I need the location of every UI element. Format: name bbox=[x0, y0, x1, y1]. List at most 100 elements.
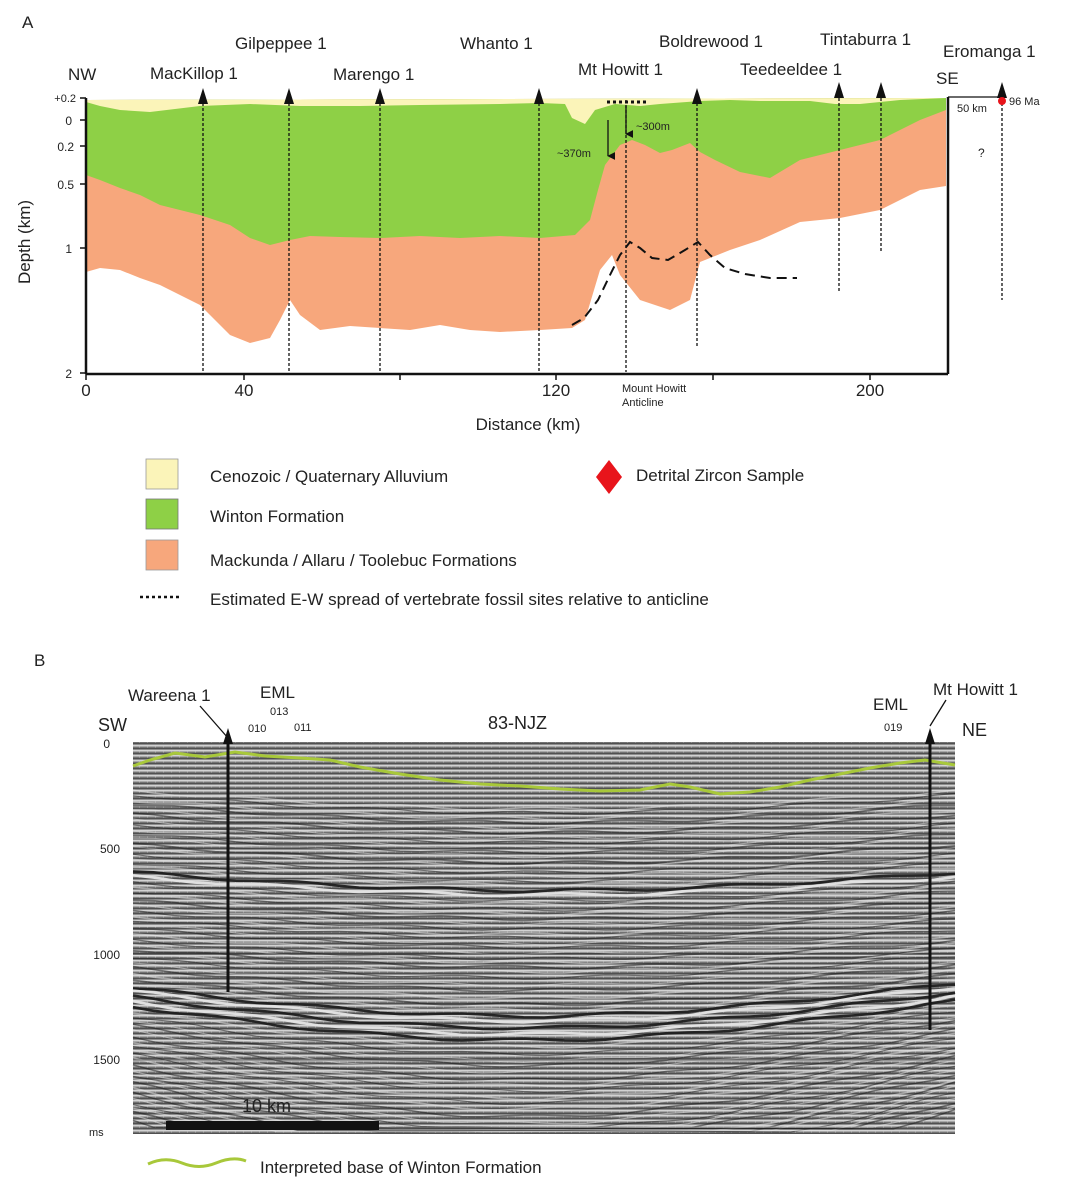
seismic-reflector-trace bbox=[132, 950, 956, 974]
seismic-reflector-trace bbox=[132, 972, 956, 1007]
seismic-reflector-trace bbox=[132, 1059, 956, 1125]
seismic-reflector-trace bbox=[132, 913, 956, 937]
y-tick-a-05: 0.5 bbox=[57, 178, 74, 192]
seismic-reflector-trace bbox=[132, 874, 956, 898]
panel-a-label: A bbox=[22, 13, 34, 32]
eml-label-right: EML bbox=[873, 695, 908, 714]
panel-b-label: B bbox=[34, 651, 45, 670]
seismic-reflector-trace bbox=[132, 1044, 956, 1101]
well-arrow-teedeeldee bbox=[834, 82, 844, 98]
legend-label-winton: Winton Formation bbox=[210, 507, 344, 526]
well-arrow-mackillop bbox=[198, 88, 208, 104]
seismic-reflector-trace bbox=[132, 890, 956, 912]
seismic-reflector-trace bbox=[132, 862, 956, 884]
seismic-reflector-trace bbox=[132, 1081, 956, 1133]
seismic-reflector-trace bbox=[132, 968, 956, 1000]
seismic-reflector-trace bbox=[132, 1019, 956, 1068]
seismic-reflector-trace bbox=[132, 947, 956, 970]
sw-label: SW bbox=[98, 715, 127, 735]
x-axis-label-a: Distance (km) bbox=[476, 415, 581, 434]
seismic-reflector-trace bbox=[132, 1106, 956, 1129]
seismic-reflector-trace bbox=[132, 812, 956, 835]
legend-sample-diamond bbox=[596, 460, 622, 494]
y-tick-b-1500: 1500 bbox=[93, 1053, 120, 1067]
seismic-line-name: 83-NJZ bbox=[488, 713, 547, 733]
well-label-mt-howitt-b: Mt Howitt 1 bbox=[933, 680, 1018, 699]
eml-label-left: EML bbox=[260, 683, 295, 702]
seismic-reflector-trace bbox=[132, 1047, 956, 1105]
seismic-reflector-trace bbox=[132, 1102, 956, 1130]
well-label-gilpeppee: Gilpeppee 1 bbox=[235, 34, 327, 53]
seismic-reflector-trace bbox=[132, 998, 956, 1043]
scale-bar-b-label: 10 km bbox=[242, 1096, 291, 1116]
seismic-gridlines bbox=[133, 847, 955, 1061]
se-label: SE bbox=[936, 69, 959, 88]
x-tick-a-0: 0 bbox=[81, 381, 90, 400]
seismic-reflectors bbox=[132, 789, 956, 1133]
seismic-reflector-trace bbox=[132, 880, 956, 903]
seismic-reflector-trace bbox=[132, 903, 956, 926]
seismic-reflector-trace bbox=[132, 883, 956, 907]
seismic-reflector-trace bbox=[132, 818, 956, 840]
x-ticks-a bbox=[85, 374, 871, 380]
seismic-reflector-trace bbox=[132, 991, 956, 1031]
well-b-left-leader bbox=[199, 705, 229, 739]
seismic-reflector-trace bbox=[132, 804, 955, 826]
seismic-reflector-trace bbox=[132, 842, 956, 865]
seismic-reflector-trace bbox=[132, 938, 956, 961]
depth-label-370: ~370m bbox=[557, 148, 591, 160]
x-tick-a-40: 40 bbox=[235, 381, 254, 400]
seismic-reflector-trace bbox=[133, 866, 956, 888]
well-arrow-whanto bbox=[534, 88, 544, 104]
seismic-reflector-trace bbox=[132, 1032, 956, 1088]
nw-label: NW bbox=[68, 65, 96, 84]
eml-013: 013 bbox=[270, 706, 288, 718]
well-b-right-arrow bbox=[925, 728, 935, 744]
age-label-96ma: 96 Ma bbox=[1009, 96, 1040, 108]
seismic-reflector-trace bbox=[132, 925, 956, 946]
cross-section bbox=[86, 98, 946, 343]
seismic-reflector-trace bbox=[132, 918, 956, 940]
well-arrow-tintaburra bbox=[876, 82, 886, 98]
legend: Cenozoic / Quaternary Alluvium Winton Fo… bbox=[140, 458, 804, 609]
legend-label-sample: Detrital Zircon Sample bbox=[636, 466, 804, 485]
seismic-reflector-trace bbox=[132, 1023, 956, 1074]
well-label-mackillop: MacKillop 1 bbox=[150, 64, 238, 83]
y-axis-label-a: Depth (km) bbox=[15, 200, 34, 284]
seismic-reflector-trace bbox=[132, 1004, 956, 1049]
ne-label: NE bbox=[962, 720, 987, 740]
legend-swatch-winton bbox=[145, 498, 179, 530]
y-tick-a-2: 2 bbox=[65, 367, 72, 381]
seismic-reflector-trace bbox=[132, 942, 956, 965]
eml-011: 011 bbox=[294, 722, 312, 734]
seismic-reflector-trace bbox=[132, 987, 956, 1024]
x-tick-a-200: 200 bbox=[856, 381, 884, 400]
seismic-reflector-trace bbox=[132, 792, 956, 816]
legend-label-winton-base: Interpreted base of Winton Formation bbox=[260, 1158, 542, 1177]
seismic-reflector-trace bbox=[132, 963, 956, 993]
well-label-mt-howitt: Mt Howitt 1 bbox=[578, 60, 663, 79]
legend-label-mackunda: Mackunda / Allaru / Toolebuc Formations bbox=[210, 551, 517, 570]
y-tick-a-02: 0.2 bbox=[57, 140, 74, 154]
seismic-reflector-trace bbox=[132, 822, 956, 845]
seismic-reflector-trace bbox=[133, 895, 955, 917]
seismic-reflector-trace bbox=[132, 870, 956, 894]
seismic-reflector-trace bbox=[132, 1017, 956, 1064]
alluvium-area bbox=[86, 98, 946, 124]
seismic-section bbox=[132, 728, 956, 1134]
seismic-reflector-trace bbox=[132, 956, 956, 980]
scale-label-50km: 50 km bbox=[957, 103, 987, 115]
seismic-reflector-trace bbox=[132, 1038, 956, 1093]
legend-swatch-mackunda bbox=[145, 539, 179, 571]
eml-019: 019 bbox=[884, 722, 902, 734]
well-label-boldrewood: Boldrewood 1 bbox=[659, 32, 763, 51]
seismic-reflector-trace bbox=[132, 845, 956, 868]
seismic-reflector-trace bbox=[132, 928, 956, 950]
seismic-reflector-trace bbox=[132, 899, 956, 922]
legend-label-fossil: Estimated E-W spread of vertebrate fossi… bbox=[210, 590, 709, 609]
seismic-reflector-trace bbox=[132, 789, 956, 811]
y-unit-b: ms bbox=[89, 1127, 104, 1139]
well-lines bbox=[202, 98, 1003, 372]
seismic-reflector-trace bbox=[132, 961, 956, 988]
